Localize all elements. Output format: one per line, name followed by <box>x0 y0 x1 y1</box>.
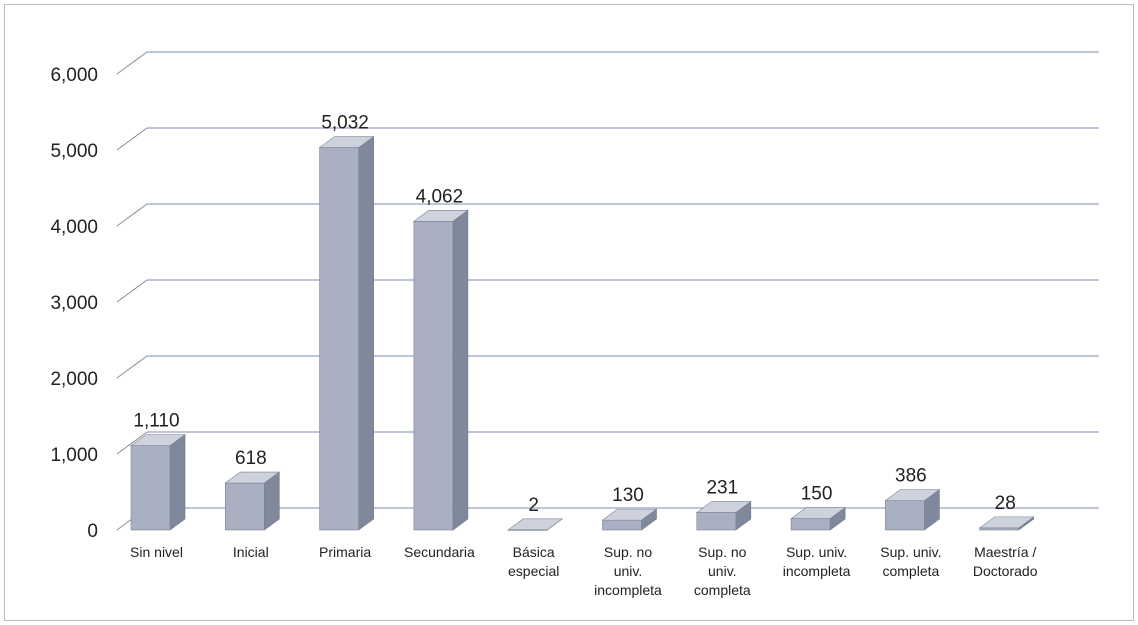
bar <box>130 434 186 531</box>
y-tick-label: 2,000 <box>50 369 98 390</box>
category-label-line: especial <box>508 563 559 579</box>
gridline-stub <box>116 431 148 455</box>
bar-top <box>412 209 469 222</box>
bar-chart: 0 1,000 2,000 3,000 4,000 5,000 6,000 1,110 618 5… <box>50 51 1099 598</box>
y-axis-tick-labels: 0 1,000 2,000 3,000 4,000 5,000 6,000 <box>50 65 98 542</box>
category-label-line: univ. <box>614 563 643 579</box>
category-label-line: Maestría / <box>974 544 1036 560</box>
category-label: Sup. no univ. incompleta <box>594 544 662 598</box>
category-label-line: univ. <box>708 563 737 579</box>
category-label-line: Básica <box>513 544 555 560</box>
data-label: 28 <box>995 493 1016 514</box>
category-label-line: Sup. univ. <box>786 544 847 560</box>
bar <box>695 500 752 531</box>
gridline-stub <box>116 203 148 227</box>
category-label: Sup. no univ. completa <box>694 544 751 598</box>
category-label-line: Doctorado <box>973 563 1038 579</box>
bar-front <box>413 220 454 531</box>
bar <box>507 518 564 531</box>
category-label-line: completa <box>694 582 751 598</box>
category-label: Primaria <box>319 544 371 560</box>
bar <box>884 489 941 531</box>
y-tick-label: 3,000 <box>50 293 98 314</box>
bar <box>978 516 1035 531</box>
bar-front <box>696 512 737 531</box>
data-label: 386 <box>895 466 927 487</box>
data-label: 231 <box>706 477 738 498</box>
gridlines <box>116 51 1099 531</box>
data-label: 1,110 <box>133 411 179 432</box>
data-label: 5,032 <box>321 113 369 134</box>
category-label: Sup. univ. incompleta <box>783 544 851 579</box>
gridline-stub <box>116 127 148 151</box>
bars <box>130 135 1035 531</box>
category-label-line: Inicial <box>233 544 269 560</box>
y-tick-label: 0 <box>87 521 98 542</box>
chart-frame: 0 1,000 2,000 3,000 4,000 5,000 6,000 1,110 618 5… <box>4 4 1134 621</box>
bar-top <box>978 516 1035 529</box>
bar-top <box>130 434 186 446</box>
bar-front <box>319 147 359 531</box>
data-labels: 1,110 618 5,032 4,062 2 130 231 150 386 28 <box>133 113 1015 516</box>
y-tick-label: 1,000 <box>50 445 98 466</box>
category-label-line: Sin nivel <box>130 544 183 560</box>
bar <box>412 209 469 531</box>
bar-front <box>602 519 642 531</box>
bar-top <box>507 518 564 531</box>
bar-front <box>130 445 171 531</box>
category-label-line: Secundaria <box>404 544 475 560</box>
bar-front <box>979 527 1020 531</box>
bar-top <box>790 507 847 519</box>
category-label: Básica especial <box>508 544 559 579</box>
bar <box>224 471 281 531</box>
bar-side <box>169 434 186 531</box>
category-label: Inicial <box>233 544 269 560</box>
category-label-line: incompleta <box>594 582 662 598</box>
data-label: 150 <box>801 484 833 505</box>
bar-top <box>884 489 941 501</box>
x-axis-category-labels: Sin nivel Inicial Primaria Secundaria Básica… <box>130 544 1038 598</box>
category-label-line: Sup. no <box>698 544 746 560</box>
bar <box>790 507 847 531</box>
y-tick-label: 6,000 <box>50 65 98 86</box>
gridline-stub <box>116 51 148 75</box>
category-label: Maestría / Doctorado <box>973 544 1038 579</box>
gridline-stub <box>116 355 148 379</box>
data-label: 618 <box>235 448 267 469</box>
bar-front <box>885 500 925 531</box>
bar-front <box>225 482 265 531</box>
bar-front <box>790 518 831 531</box>
gridline-stub <box>116 279 148 303</box>
bar-side <box>452 209 469 531</box>
bar-top <box>224 471 281 484</box>
y-tick-label: 5,000 <box>50 141 98 162</box>
category-label-line: completa <box>882 563 939 579</box>
bar-side <box>358 135 374 531</box>
bar-top <box>695 501 752 513</box>
bar-top <box>601 508 658 521</box>
category-label: Sup. univ. completa <box>880 544 941 579</box>
category-label-line: Primaria <box>319 544 371 560</box>
category-label-line: Sup. no <box>604 544 652 560</box>
data-label: 4,062 <box>416 186 464 207</box>
category-label: Sin nivel <box>130 544 183 560</box>
category-label-line: incompleta <box>783 563 851 579</box>
bar <box>601 508 658 531</box>
category-label: Secundaria <box>404 544 475 560</box>
y-tick-label: 4,000 <box>50 217 98 238</box>
data-label: 130 <box>612 485 644 506</box>
bar <box>318 135 375 531</box>
data-label: 2 <box>528 495 539 516</box>
category-label-line: Sup. univ. <box>880 544 941 560</box>
bar-top <box>318 136 375 148</box>
